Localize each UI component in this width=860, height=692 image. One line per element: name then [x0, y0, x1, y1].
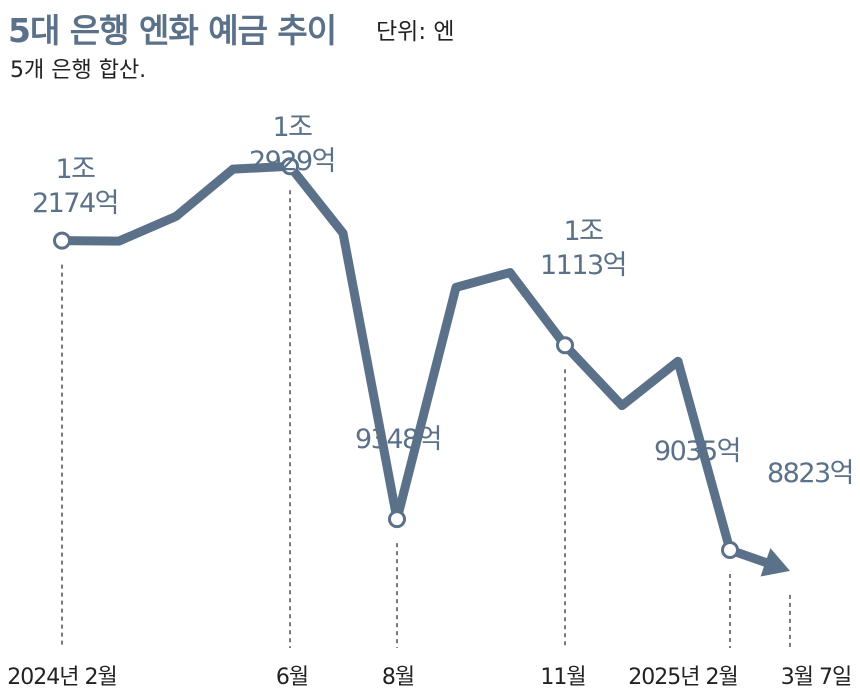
data-point-marker: [53, 231, 71, 250]
x-tick-label: 11월: [540, 665, 585, 690]
data-point-marker: [721, 541, 739, 560]
data-label: 1조: [55, 154, 95, 185]
data-label: 1113억: [540, 250, 626, 281]
series-line: [57, 161, 735, 555]
data-label: 1조: [563, 216, 603, 247]
chart-title: 5대 은행 엔화 예금 추이: [8, 11, 337, 50]
data-label: 2929억: [249, 146, 335, 177]
x-tick-label: 3월 7일: [781, 665, 851, 690]
data-label: 9035억: [654, 436, 740, 467]
chart-header: 5대 은행 엔화 예금 추이 단위: 엔 5개 은행 합산.: [0, 0, 860, 90]
x-tick-label: 2025년 2월: [628, 665, 737, 690]
data-label: 8823억: [767, 458, 853, 489]
trend-arrow-head: [760, 548, 790, 577]
data-point-marker: [281, 157, 299, 176]
data-point-marker: [556, 336, 574, 355]
data-point-marker: [388, 510, 406, 529]
x-tick-label: 8월: [382, 665, 414, 690]
data-label: 1조: [272, 112, 312, 143]
x-tick-label: 6월: [276, 665, 308, 690]
chart-subtitle: 5개 은행 합산.: [10, 58, 147, 83]
data-label: 2174억: [32, 188, 118, 219]
data-label: 9348억: [355, 424, 441, 455]
x-tick-label: 2024년 2월: [7, 665, 116, 690]
unit-label: 단위: 엔: [376, 19, 455, 45]
